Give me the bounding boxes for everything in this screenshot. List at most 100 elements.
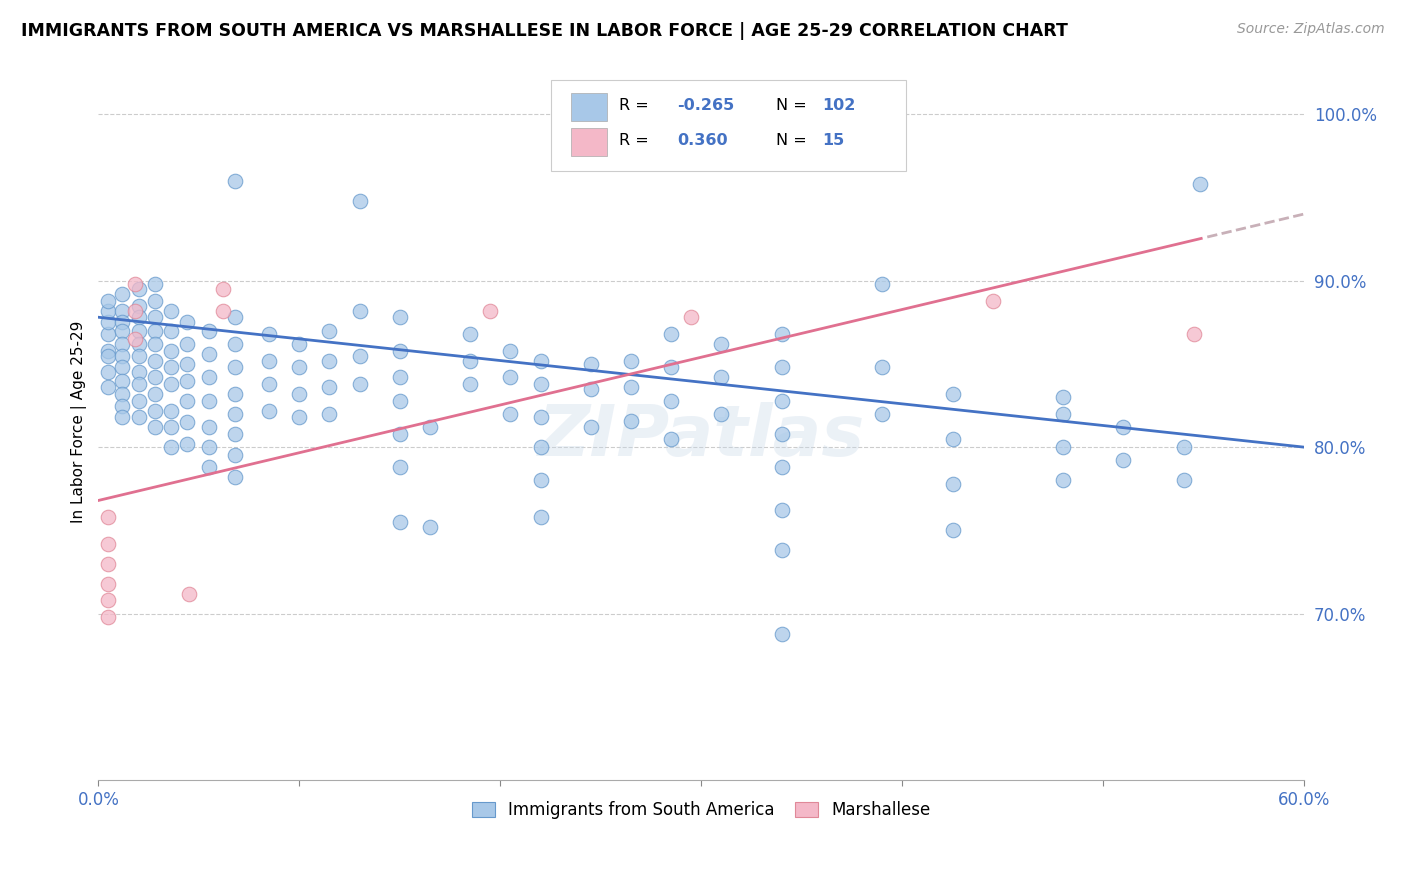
Point xyxy=(388,460,411,475)
Point xyxy=(198,324,221,338)
Point xyxy=(388,370,411,384)
Point xyxy=(97,293,120,308)
Point xyxy=(288,337,311,351)
Point xyxy=(941,387,963,401)
Point xyxy=(111,303,134,318)
Point xyxy=(770,393,793,408)
Point xyxy=(1112,453,1135,467)
Point xyxy=(224,387,246,401)
Point xyxy=(111,287,134,301)
Text: R =: R = xyxy=(619,98,654,113)
Point xyxy=(388,393,411,408)
Point xyxy=(770,360,793,375)
Point xyxy=(111,349,134,363)
Point xyxy=(710,337,733,351)
Point xyxy=(143,370,166,384)
Point xyxy=(111,324,134,338)
Point xyxy=(870,277,893,291)
Point xyxy=(97,365,120,379)
Point xyxy=(212,282,235,296)
Point xyxy=(529,410,551,425)
Point xyxy=(198,440,221,454)
Text: R =: R = xyxy=(619,133,654,148)
Point xyxy=(111,337,134,351)
Point xyxy=(176,337,198,351)
Point xyxy=(128,299,150,313)
Point xyxy=(128,393,150,408)
Point xyxy=(419,420,441,434)
Point xyxy=(198,370,221,384)
Bar xyxy=(571,128,607,156)
Point xyxy=(198,420,221,434)
Point xyxy=(620,380,643,394)
Point xyxy=(97,610,120,624)
Point xyxy=(579,357,602,371)
Point xyxy=(499,407,522,421)
Point xyxy=(97,315,120,329)
Point xyxy=(1052,474,1074,488)
Point xyxy=(529,353,551,368)
Point xyxy=(620,413,643,427)
Point xyxy=(349,194,371,208)
Point xyxy=(176,415,198,429)
Point xyxy=(770,426,793,441)
Point xyxy=(770,326,793,341)
Point xyxy=(458,353,481,368)
Point xyxy=(770,543,793,558)
Point xyxy=(1052,407,1074,421)
Point xyxy=(177,587,200,601)
Point xyxy=(159,360,181,375)
Point xyxy=(349,349,371,363)
Point xyxy=(981,293,1004,308)
Point xyxy=(224,470,246,484)
Point xyxy=(111,410,134,425)
Point xyxy=(198,347,221,361)
Point xyxy=(176,315,198,329)
Point xyxy=(1112,420,1135,434)
Point xyxy=(97,326,120,341)
Point xyxy=(318,353,340,368)
Point xyxy=(620,353,643,368)
Point xyxy=(529,376,551,391)
Point xyxy=(111,399,134,413)
Point xyxy=(124,332,146,346)
Point xyxy=(659,360,682,375)
Point xyxy=(159,343,181,358)
Point xyxy=(1188,177,1211,191)
Point xyxy=(124,303,146,318)
Point xyxy=(579,420,602,434)
Point xyxy=(97,510,120,524)
Point xyxy=(143,293,166,308)
Point xyxy=(111,315,134,329)
Text: -0.265: -0.265 xyxy=(678,98,734,113)
Point xyxy=(870,407,893,421)
Point xyxy=(143,310,166,325)
Text: 15: 15 xyxy=(823,133,844,148)
Point xyxy=(1052,440,1074,454)
Point xyxy=(128,282,150,296)
Point xyxy=(318,407,340,421)
Point xyxy=(770,503,793,517)
Point xyxy=(257,326,280,341)
Point xyxy=(212,303,235,318)
Point xyxy=(143,337,166,351)
Point xyxy=(388,343,411,358)
Point xyxy=(479,303,502,318)
Point xyxy=(159,324,181,338)
Point xyxy=(111,360,134,375)
Point xyxy=(870,360,893,375)
Point xyxy=(1173,440,1195,454)
Point xyxy=(128,324,150,338)
Point xyxy=(97,343,120,358)
Point xyxy=(1182,326,1205,341)
Point xyxy=(710,370,733,384)
Point xyxy=(659,393,682,408)
Point xyxy=(224,337,246,351)
Point xyxy=(257,403,280,417)
Point xyxy=(198,460,221,475)
Point xyxy=(224,310,246,325)
Point xyxy=(318,324,340,338)
Point xyxy=(288,410,311,425)
Point xyxy=(499,343,522,358)
Point xyxy=(176,374,198,388)
